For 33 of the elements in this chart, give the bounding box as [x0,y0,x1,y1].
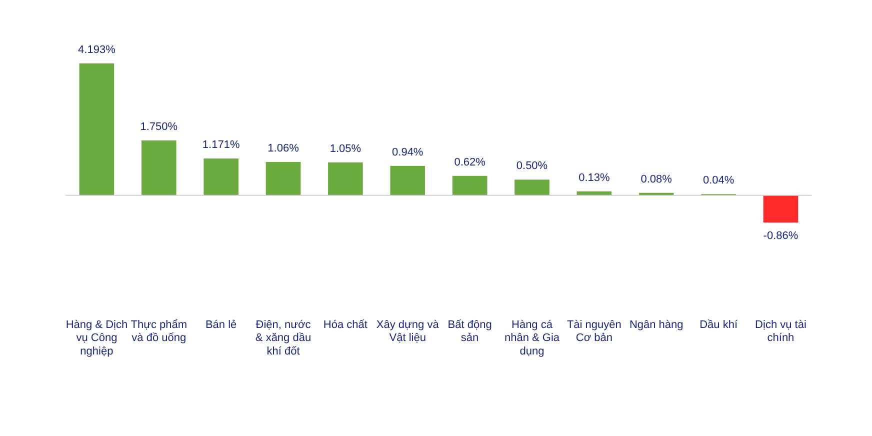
bar [141,140,176,196]
bar [266,162,301,196]
x-tick-label: Hóa chất [323,319,368,332]
x-tick-label: Thực phẩm và đồ uống [130,319,188,344]
x-tick-label: Tài nguyên Cơ bản [566,319,622,344]
x-tick-label: Hàng cá nhân & Gia dụng [504,319,560,358]
x-tick-label: Điện, nước & xăng dầu khí đốt [255,319,312,358]
bar [390,166,426,196]
bar [514,180,550,196]
data-label: 0.04% [702,174,734,187]
data-label: 4.193% [78,44,116,56]
bar [79,63,114,196]
data-label: 0.08% [640,173,672,186]
x-tick-label: Hàng & Dịch vụ Công nghiệp [66,319,128,358]
x-tick-label: Dịch vụ tài chính [755,319,806,344]
bar [452,176,488,196]
bar [204,158,238,196]
x-tick-label: Xây dựng và Vật liệu [376,319,440,344]
bar [328,162,363,196]
data-label: 0.94% [392,146,424,158]
data-label: 1.750% [140,120,178,133]
x-tick-label: Ngân hàng [629,319,684,332]
data-label: 0.13% [578,172,610,184]
bar [763,195,798,223]
data-label: 0.50% [516,160,548,172]
data-label: 1.06% [268,142,300,155]
data-label: 0.62% [454,156,486,168]
data-label: 1.171% [202,139,240,152]
data-label: 1.05% [330,142,362,155]
data-label: -0.86% [763,230,798,242]
x-tick-label: Dầu khí [700,319,738,332]
x-tick-label: Bất động sản [448,319,492,344]
x-tick-label: Bán lẻ [205,319,237,332]
